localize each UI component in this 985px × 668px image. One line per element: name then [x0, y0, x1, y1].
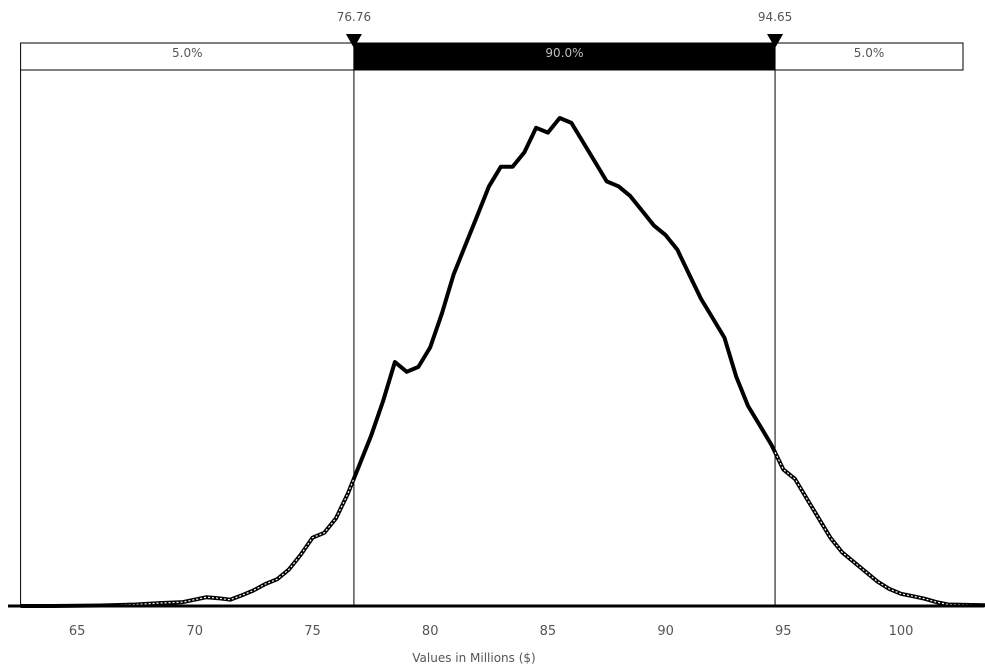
x-tick-labels: 65707580859095100105	[69, 624, 914, 639]
delimiters: 76.76 94.65	[20, 10, 792, 606]
middle-percent-label: 90.0%	[545, 46, 583, 60]
x-tick-label-100: 100	[889, 624, 914, 639]
left-tail-percent-label: 5.0%	[172, 46, 203, 60]
percentile-band: 5.0% 90.0% 5.0%	[20, 42, 964, 71]
x-tick-label-75: 75	[304, 624, 321, 639]
right-tail-band	[774, 42, 964, 71]
right-delimiter-value: 94.65	[758, 10, 792, 24]
left-delimiter-value: 76.76	[337, 10, 371, 24]
density-curve-left-tail-hatch	[20, 478, 355, 607]
x-tick-label-95: 95	[775, 624, 792, 639]
x-tick-label-85: 85	[540, 624, 557, 639]
left-delimiter-triangle-icon[interactable]	[345, 34, 362, 48]
density-curve-layer	[20, 116, 985, 608]
x-tick-label-90: 90	[657, 624, 674, 639]
x-tick-label-80: 80	[422, 624, 439, 639]
middle-band	[353, 42, 776, 71]
x-axis: 65707580859095100105 Values in Millions …	[8, 604, 984, 665]
density-curve	[20, 116, 985, 608]
right-tail-percent-label: 5.0%	[854, 46, 885, 60]
x-tick-label-70: 70	[187, 624, 204, 639]
x-axis-title: Values in Millions ($)	[412, 651, 535, 665]
x-tick-label-65: 65	[69, 624, 86, 639]
right-delimiter-triangle-icon[interactable]	[767, 34, 784, 48]
left-tail-band	[20, 42, 355, 71]
